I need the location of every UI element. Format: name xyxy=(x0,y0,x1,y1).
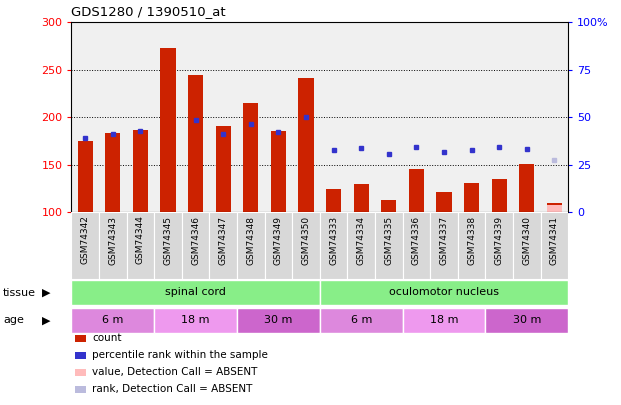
Text: GSM74340: GSM74340 xyxy=(522,215,532,264)
Text: tissue: tissue xyxy=(3,288,36,298)
Text: percentile rank within the sample: percentile rank within the sample xyxy=(92,350,268,360)
Text: GSM74338: GSM74338 xyxy=(467,215,476,265)
Text: GSM74335: GSM74335 xyxy=(384,215,393,265)
Text: GSM74341: GSM74341 xyxy=(550,215,559,264)
FancyBboxPatch shape xyxy=(154,212,182,279)
FancyBboxPatch shape xyxy=(486,308,568,333)
Bar xyxy=(547,203,562,212)
Text: GSM74347: GSM74347 xyxy=(219,215,228,264)
FancyBboxPatch shape xyxy=(513,212,541,279)
Bar xyxy=(188,75,203,212)
FancyBboxPatch shape xyxy=(541,212,568,279)
Text: ▶: ▶ xyxy=(42,315,51,325)
FancyBboxPatch shape xyxy=(292,212,320,279)
Bar xyxy=(160,48,176,212)
Text: GSM74339: GSM74339 xyxy=(495,215,504,265)
Bar xyxy=(492,179,507,212)
Text: GSM74350: GSM74350 xyxy=(302,215,310,265)
Text: spinal cord: spinal cord xyxy=(165,287,226,297)
Text: GSM74333: GSM74333 xyxy=(329,215,338,265)
FancyBboxPatch shape xyxy=(209,212,237,279)
Text: GSM74346: GSM74346 xyxy=(191,215,200,264)
Bar xyxy=(409,168,424,212)
Text: GSM74342: GSM74342 xyxy=(81,215,89,264)
Text: count: count xyxy=(92,333,122,343)
Bar xyxy=(326,190,341,212)
FancyBboxPatch shape xyxy=(237,308,320,333)
Text: GSM74348: GSM74348 xyxy=(247,215,255,264)
FancyBboxPatch shape xyxy=(127,212,154,279)
FancyBboxPatch shape xyxy=(486,212,513,279)
Text: 18 m: 18 m xyxy=(430,315,458,325)
FancyBboxPatch shape xyxy=(99,212,127,279)
Text: ▶: ▶ xyxy=(42,288,51,298)
FancyBboxPatch shape xyxy=(154,308,237,333)
FancyBboxPatch shape xyxy=(237,212,265,279)
Text: 6 m: 6 m xyxy=(102,315,124,325)
Bar xyxy=(464,183,479,212)
FancyBboxPatch shape xyxy=(265,212,292,279)
Text: 18 m: 18 m xyxy=(181,315,210,325)
FancyBboxPatch shape xyxy=(458,212,486,279)
Bar xyxy=(215,126,231,212)
FancyBboxPatch shape xyxy=(320,308,402,333)
Text: 30 m: 30 m xyxy=(264,315,292,325)
Bar xyxy=(547,205,562,212)
Bar xyxy=(353,184,369,212)
FancyBboxPatch shape xyxy=(402,308,486,333)
Text: GDS1280 / 1390510_at: GDS1280 / 1390510_at xyxy=(71,5,226,18)
FancyBboxPatch shape xyxy=(71,308,154,333)
Text: GSM74345: GSM74345 xyxy=(163,215,173,264)
FancyBboxPatch shape xyxy=(320,212,347,279)
Bar xyxy=(243,103,258,212)
Text: 6 m: 6 m xyxy=(350,315,372,325)
Text: value, Detection Call = ABSENT: value, Detection Call = ABSENT xyxy=(92,367,257,377)
Bar xyxy=(519,164,535,212)
FancyBboxPatch shape xyxy=(71,212,99,279)
FancyBboxPatch shape xyxy=(182,212,209,279)
Bar xyxy=(299,78,314,212)
Bar xyxy=(271,132,286,212)
Bar xyxy=(437,192,451,212)
Bar xyxy=(381,200,396,212)
FancyBboxPatch shape xyxy=(375,212,402,279)
FancyBboxPatch shape xyxy=(71,280,320,305)
FancyBboxPatch shape xyxy=(430,212,458,279)
Text: age: age xyxy=(3,315,24,325)
FancyBboxPatch shape xyxy=(347,212,375,279)
Text: GSM74337: GSM74337 xyxy=(440,215,448,265)
Bar xyxy=(133,130,148,212)
Bar xyxy=(105,133,120,212)
Text: GSM74343: GSM74343 xyxy=(108,215,117,264)
FancyBboxPatch shape xyxy=(320,280,568,305)
Text: rank, Detection Call = ABSENT: rank, Detection Call = ABSENT xyxy=(92,384,252,394)
Text: GSM74334: GSM74334 xyxy=(356,215,366,264)
FancyBboxPatch shape xyxy=(402,212,430,279)
Bar xyxy=(78,141,93,212)
Text: oculomotor nucleus: oculomotor nucleus xyxy=(389,287,499,297)
Text: GSM74344: GSM74344 xyxy=(136,215,145,264)
Text: 30 m: 30 m xyxy=(512,315,541,325)
Text: GSM74349: GSM74349 xyxy=(274,215,283,264)
Text: GSM74336: GSM74336 xyxy=(412,215,421,265)
